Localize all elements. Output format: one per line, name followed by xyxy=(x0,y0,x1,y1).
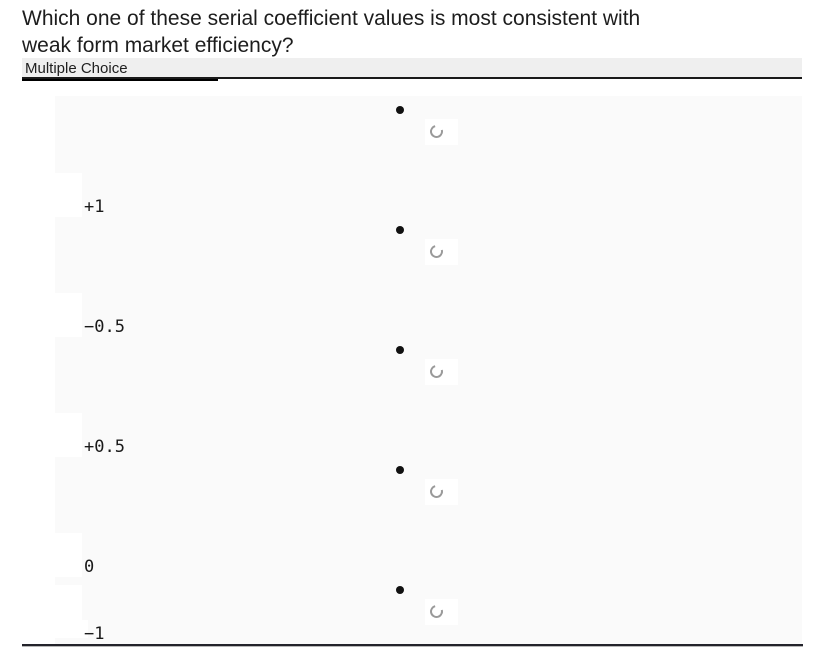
option-image-placeholder xyxy=(55,620,88,638)
radio-spinner-icon xyxy=(427,242,446,261)
option-radio[interactable] xyxy=(425,479,458,505)
option-image-placeholder xyxy=(55,585,82,620)
option-bullet xyxy=(396,346,404,354)
radio-spinner-icon xyxy=(427,362,446,381)
question-type-bar: Multiple Choice xyxy=(22,58,802,79)
type-underline xyxy=(22,79,218,81)
option-radio[interactable] xyxy=(425,599,458,625)
option-label[interactable]: +0.5 xyxy=(84,437,125,457)
option-image-placeholder xyxy=(55,173,82,217)
bottom-divider xyxy=(22,644,803,646)
option-radio[interactable] xyxy=(425,119,458,145)
question-title: Which one of these serial coefficient va… xyxy=(22,7,641,57)
option-image-placeholder xyxy=(55,413,82,457)
radio-spinner-icon xyxy=(427,122,446,141)
option-bullet xyxy=(396,106,404,114)
option-image-placeholder xyxy=(55,293,82,337)
radio-spinner-icon xyxy=(427,482,446,501)
option-bullet xyxy=(396,586,404,594)
option-label[interactable]: 0 xyxy=(84,557,95,577)
option-image-placeholder xyxy=(55,533,82,577)
question-type-label: Multiple Choice xyxy=(25,60,128,77)
option-radio[interactable] xyxy=(425,239,458,265)
option-bullet xyxy=(396,466,404,474)
bottom-divider-shadow xyxy=(22,646,803,647)
option-radio[interactable] xyxy=(425,359,458,385)
radio-spinner-icon xyxy=(427,602,446,621)
option-bullet xyxy=(396,226,404,234)
option-label[interactable]: −1 xyxy=(84,624,105,644)
option-label[interactable]: −0.5 xyxy=(84,317,125,337)
option-label[interactable]: +1 xyxy=(84,197,105,217)
